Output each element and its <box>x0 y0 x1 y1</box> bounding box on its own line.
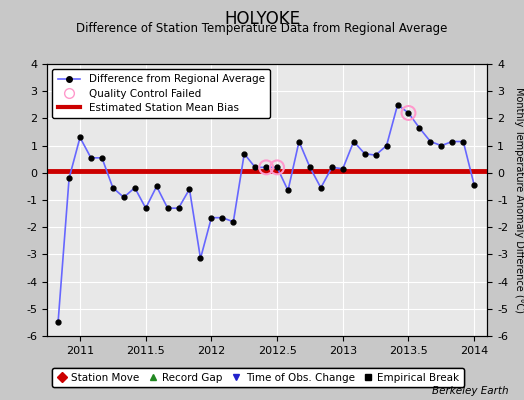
Text: Difference of Station Temperature Data from Regional Average: Difference of Station Temperature Data f… <box>77 22 447 35</box>
Text: Berkeley Earth: Berkeley Earth <box>432 386 508 396</box>
Point <box>405 110 413 116</box>
Legend: Station Move, Record Gap, Time of Obs. Change, Empirical Break: Station Move, Record Gap, Time of Obs. C… <box>52 368 464 387</box>
Point <box>262 164 270 170</box>
Y-axis label: Monthly Temperature Anomaly Difference (°C): Monthly Temperature Anomaly Difference (… <box>514 87 523 313</box>
Point <box>273 164 281 170</box>
Text: HOLYOKE: HOLYOKE <box>224 10 300 28</box>
